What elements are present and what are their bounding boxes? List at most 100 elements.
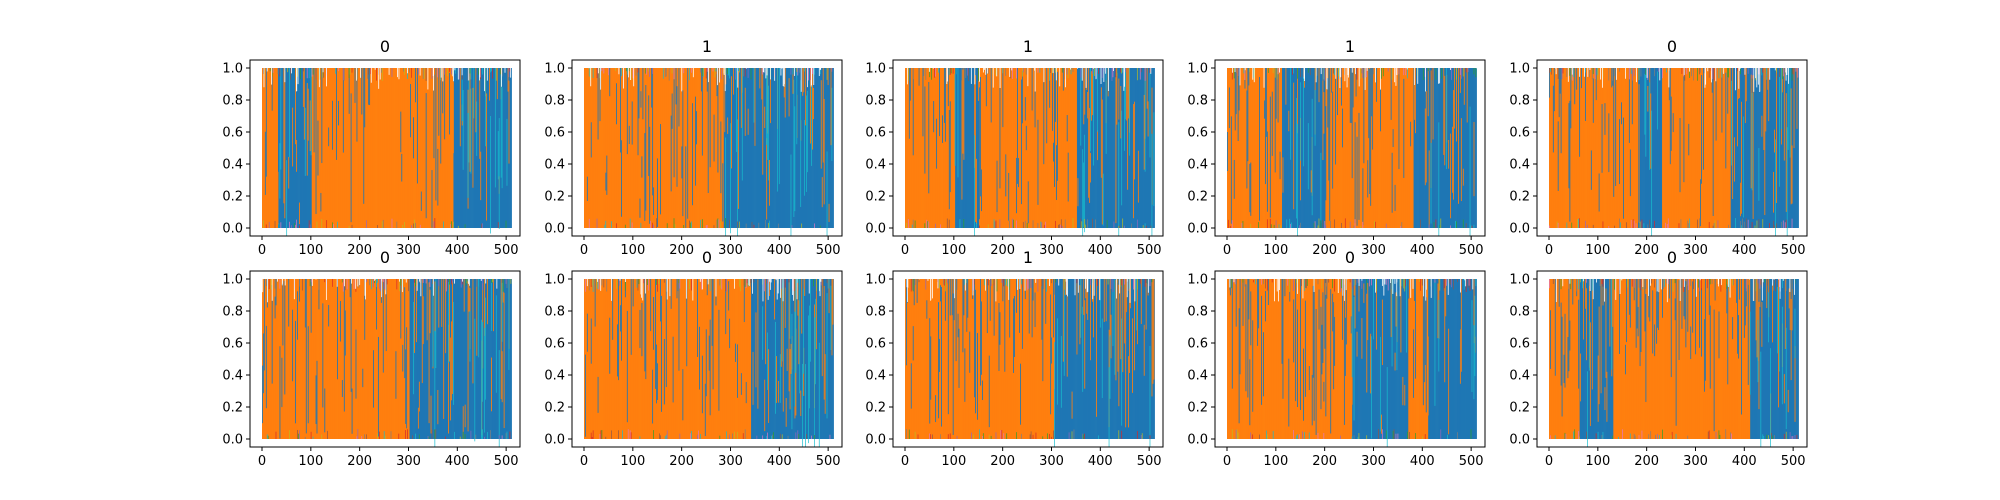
area-column bbox=[954, 279, 957, 439]
area-column bbox=[302, 279, 305, 439]
series-streak bbox=[1780, 221, 1782, 228]
series-streak bbox=[1320, 152, 1322, 224]
series-streak bbox=[1368, 68, 1370, 139]
series-streak bbox=[737, 221, 738, 228]
subplot-title: 0 bbox=[380, 37, 390, 56]
series-streak bbox=[716, 68, 718, 75]
series-streak bbox=[626, 68, 628, 155]
series-streak bbox=[1062, 68, 1064, 91]
series-streak bbox=[1424, 434, 1426, 439]
series-streak bbox=[1611, 68, 1613, 88]
series-streak bbox=[1409, 431, 1410, 439]
area-column bbox=[1146, 68, 1149, 228]
series-streak bbox=[621, 140, 622, 217]
area-column bbox=[385, 68, 388, 228]
area-column bbox=[1654, 68, 1656, 228]
series-streak bbox=[1250, 223, 1252, 228]
series-streak bbox=[1063, 279, 1065, 376]
series-streak bbox=[806, 433, 807, 439]
area-column bbox=[480, 68, 482, 228]
series-streak bbox=[815, 279, 817, 350]
x-tick-label: 400 bbox=[445, 243, 470, 258]
area-column bbox=[597, 68, 600, 228]
area-column bbox=[965, 279, 967, 439]
area-column bbox=[1721, 68, 1723, 228]
area-column bbox=[1145, 279, 1148, 439]
area-column bbox=[757, 68, 759, 228]
area-column bbox=[832, 279, 834, 439]
area-column bbox=[733, 68, 735, 228]
series-streak bbox=[348, 68, 350, 114]
area-column bbox=[412, 68, 414, 228]
area-column bbox=[1301, 279, 1303, 439]
area-column bbox=[1113, 68, 1115, 228]
series-streak bbox=[1325, 294, 1327, 417]
series-streak bbox=[1356, 331, 1358, 357]
area-column bbox=[1067, 279, 1070, 439]
area-column bbox=[971, 68, 973, 228]
series-streak bbox=[1362, 221, 1364, 228]
area-column bbox=[966, 279, 968, 439]
series-streak bbox=[584, 279, 586, 292]
area-column bbox=[800, 279, 802, 439]
area-column bbox=[783, 279, 786, 439]
area-column bbox=[739, 68, 742, 228]
area-column bbox=[1335, 279, 1337, 439]
series-streak bbox=[993, 219, 995, 228]
series-streak bbox=[430, 395, 432, 434]
area-column bbox=[1077, 279, 1079, 439]
series-streak bbox=[1401, 222, 1403, 228]
series-streak bbox=[1475, 279, 1477, 287]
series-streak bbox=[1630, 219, 1632, 228]
area-column bbox=[738, 68, 741, 228]
series-streak bbox=[336, 68, 337, 160]
series-streak bbox=[307, 88, 309, 141]
series-streak bbox=[1113, 221, 1115, 228]
area-column bbox=[1372, 279, 1374, 439]
y-tick-label: 0.6 bbox=[544, 337, 565, 352]
area-column bbox=[1091, 279, 1093, 439]
area-column bbox=[668, 68, 671, 228]
area-column bbox=[429, 279, 432, 439]
series-streak bbox=[1363, 68, 1365, 164]
area-column bbox=[336, 279, 338, 439]
series-streak bbox=[810, 279, 811, 362]
gap-lines bbox=[906, 68, 1152, 92]
series-streak bbox=[978, 68, 979, 101]
series-streak bbox=[1425, 297, 1427, 413]
series-streak bbox=[1747, 219, 1749, 228]
area-column bbox=[1127, 279, 1129, 439]
area-column bbox=[990, 279, 993, 439]
series-streak bbox=[699, 326, 700, 390]
series-streak bbox=[756, 435, 758, 439]
area-column bbox=[592, 279, 595, 439]
series-streak bbox=[1569, 100, 1571, 222]
area-column bbox=[1229, 279, 1232, 439]
area-column bbox=[316, 68, 318, 228]
area-column bbox=[460, 68, 463, 228]
series-streak bbox=[1031, 279, 1033, 338]
area-column bbox=[370, 68, 372, 228]
area-column bbox=[1702, 68, 1704, 228]
area-column bbox=[1699, 68, 1701, 228]
area-column bbox=[1299, 68, 1301, 228]
series-streak bbox=[928, 221, 930, 228]
area-column bbox=[654, 279, 656, 439]
area-column bbox=[502, 68, 505, 228]
series-streak bbox=[1681, 68, 1683, 74]
area-column bbox=[1765, 68, 1767, 228]
area-column bbox=[653, 279, 655, 439]
area-column bbox=[796, 68, 798, 228]
area-column bbox=[751, 68, 754, 228]
series-streak bbox=[1789, 68, 1791, 158]
series-streak bbox=[453, 221, 454, 228]
area-column bbox=[485, 279, 487, 439]
area-column bbox=[790, 68, 793, 228]
series-streak bbox=[652, 369, 654, 424]
area-column bbox=[1581, 68, 1583, 228]
area-column bbox=[931, 279, 933, 439]
series-streak bbox=[705, 68, 707, 79]
area-column bbox=[667, 279, 670, 439]
series-streak bbox=[819, 225, 821, 228]
series-streak bbox=[1306, 279, 1308, 286]
